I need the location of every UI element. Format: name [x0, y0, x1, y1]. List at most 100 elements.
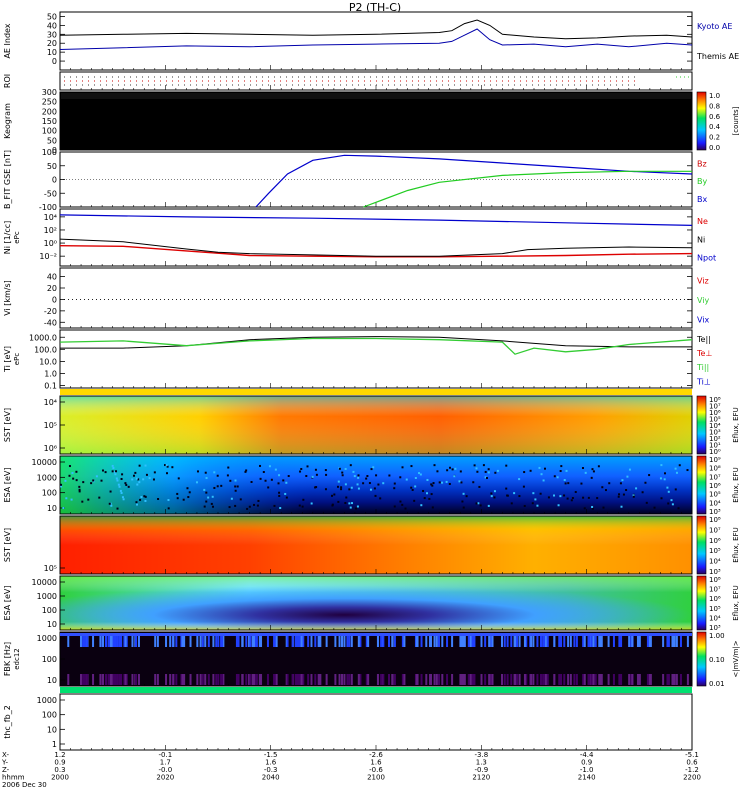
esa-e-speckle — [165, 472, 168, 475]
x-axis-tick-label: -1.0 — [580, 766, 594, 774]
fbk-band-bottom — [181, 674, 184, 685]
ae-ytick-label: 20 — [47, 39, 57, 48]
fbk-band-top — [518, 633, 521, 647]
esa-e-speckle — [436, 470, 439, 473]
fbk-band-top — [135, 633, 138, 647]
esa-e-speckle — [356, 483, 359, 486]
fbk-band-bottom — [667, 674, 670, 685]
fbk-band-bottom — [102, 674, 105, 685]
esa-e-speckle — [493, 490, 496, 493]
esa-e-speckle — [490, 495, 493, 498]
fbk-band-top — [382, 633, 385, 647]
fbk-top-line — [60, 633, 692, 636]
fbk-band-top — [433, 633, 436, 647]
fbk-band-top — [319, 633, 322, 647]
fbk-band-top — [249, 633, 252, 647]
fbk-band-top — [459, 633, 462, 647]
esa-e-speckle — [195, 481, 198, 484]
esa-e-speckle — [72, 477, 75, 480]
esa_e-ytick-label: 1000 — [37, 473, 57, 482]
fbk-band-bottom — [523, 674, 526, 685]
esa-e-speckle — [374, 494, 377, 497]
figure-title: P2 (TH-C) — [349, 1, 401, 14]
fbk-band-top — [123, 633, 126, 647]
esa-e-speckle — [644, 481, 647, 484]
esa-e-speckle — [348, 502, 351, 505]
esa-e-speckle — [674, 467, 677, 470]
esa-e-speckle — [120, 492, 123, 495]
fbk-band-top — [340, 633, 343, 647]
esa-e-speckle — [205, 491, 208, 494]
fbk-band-bottom — [199, 674, 202, 685]
esa-e-speckle — [285, 481, 288, 484]
sst_e-colorbar-tick: 10⁸ — [709, 396, 721, 404]
fbk-band-top — [212, 633, 215, 647]
esa-e-speckle — [92, 479, 95, 482]
fbk-band-bottom — [338, 674, 341, 685]
esa-e-speckle — [453, 475, 456, 478]
esa-e-speckle — [567, 482, 570, 485]
esa-e-speckle — [653, 506, 656, 509]
fbk-band-bottom — [544, 674, 547, 685]
fbk-band-top — [516, 633, 519, 647]
fbk-band-top — [563, 633, 566, 647]
esa-e-speckle — [635, 487, 638, 490]
fbk-band-bottom — [180, 674, 183, 685]
fbk-band-top — [573, 633, 576, 647]
fbk-band-top — [545, 633, 548, 647]
fbk-band-bottom — [630, 674, 633, 685]
fbk-band-top — [420, 633, 423, 647]
esa-e-speckle — [148, 477, 151, 480]
fbk-band-top — [387, 633, 390, 647]
esa_e-colorbar — [696, 455, 707, 515]
fbk-band-bottom — [518, 674, 521, 685]
fbk-band-top — [491, 633, 494, 647]
fbk-band-top — [600, 633, 603, 647]
esa-e-speckle — [267, 486, 270, 489]
esa-e-speckle — [344, 502, 347, 505]
esa-e-speckle — [366, 475, 369, 478]
fbk-band-bottom — [348, 674, 351, 685]
esa-e-speckle — [618, 493, 621, 496]
x-axis-tick-label: 0.9 — [54, 759, 65, 767]
esa-e-speckle — [399, 476, 402, 479]
esa-e-speckle — [628, 468, 631, 471]
esa-e-speckle — [601, 486, 604, 489]
esa-e-speckle — [119, 489, 122, 492]
fbk-band-top — [245, 633, 248, 647]
esa-e-speckle — [277, 482, 280, 485]
fbk-band-top — [79, 633, 82, 647]
esa-e-speckle — [245, 469, 248, 472]
esa-e-speckle — [523, 504, 526, 507]
esa-e-speckle — [187, 496, 190, 499]
esa-e-speckle — [234, 504, 237, 507]
esa_i-colorbar-tick: 10³ — [709, 624, 721, 632]
fbk-band-bottom — [501, 674, 504, 685]
fbk-band-top — [637, 633, 640, 647]
esa-e-speckle — [675, 471, 678, 474]
fbk-band-bottom — [189, 674, 192, 685]
fbk-band-bottom — [82, 674, 85, 685]
esa-e-speckle — [674, 488, 677, 491]
fbk-band-top — [307, 633, 310, 647]
sst_e-colorbar-tick: 10⁶ — [709, 409, 721, 417]
esa-e-speckle — [104, 471, 107, 474]
esa-e-speckle — [505, 464, 508, 467]
fbk-band-top — [503, 633, 506, 647]
fbk-band-top — [357, 633, 360, 647]
density-ytick-label: 10⁰ — [44, 239, 57, 248]
fbk-band-bottom — [217, 674, 220, 685]
esa-e-speckle — [165, 464, 168, 467]
fbk-band-top — [120, 633, 123, 647]
esa-e-speckle — [62, 507, 65, 510]
esa-e-speckle — [477, 502, 480, 505]
fbk2-ytick-label: 1 — [52, 740, 57, 749]
fbk-band-top — [114, 633, 117, 647]
density-ytick-label: 10² — [44, 226, 57, 235]
esa-e-speckle — [563, 494, 566, 497]
esa-e-speckle — [152, 478, 155, 481]
fbk-band-bottom — [638, 674, 641, 685]
fbk-band-bottom — [310, 674, 313, 685]
fbk-band-bottom — [340, 674, 343, 685]
esa-e-speckle — [565, 469, 568, 472]
